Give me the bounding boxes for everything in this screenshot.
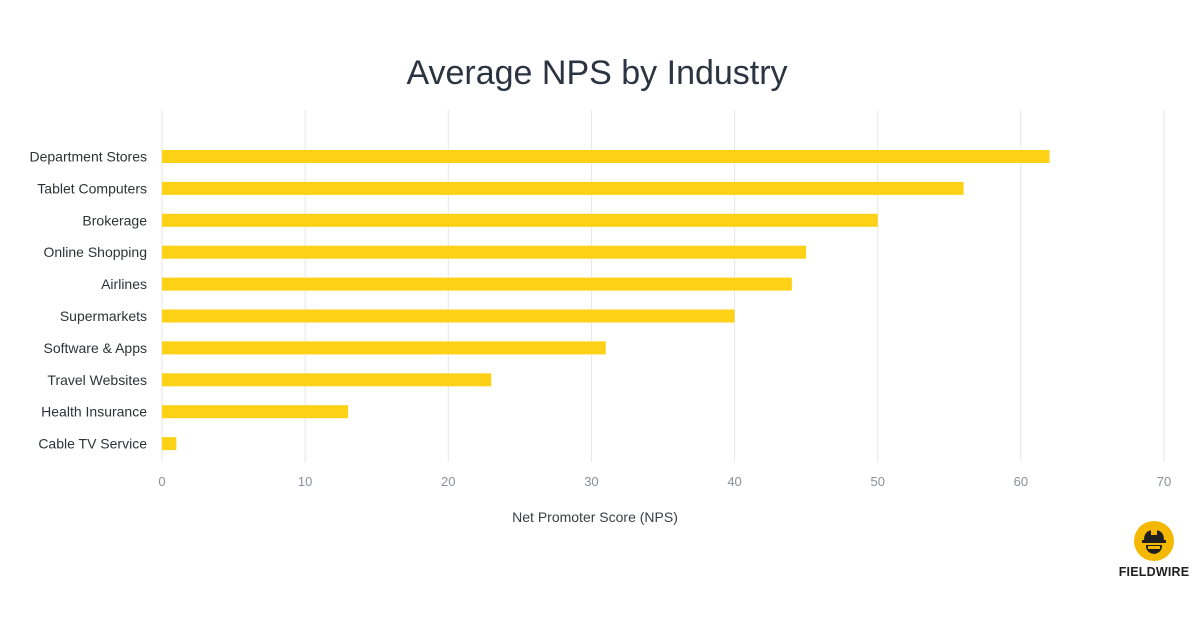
bar (162, 341, 606, 355)
x-tick-label: 30 (584, 474, 598, 489)
bar (162, 309, 735, 323)
category-label: Online Shopping (43, 244, 147, 260)
x-axis-label: Net Promoter Score (NPS) (512, 509, 678, 525)
x-tick-label: 40 (727, 474, 741, 489)
hardhat-worker-icon (1134, 521, 1174, 561)
bar (162, 373, 492, 387)
bar (162, 405, 349, 419)
category-label: Airlines (101, 276, 147, 292)
bar (162, 181, 964, 195)
category-label: Health Insurance (41, 404, 147, 420)
x-tick-label: 0 (158, 474, 165, 489)
category-label: Cable TV Service (38, 436, 147, 452)
x-tick-label: 70 (1157, 474, 1171, 489)
logo-text: FIELDWIRE (1118, 565, 1190, 579)
category-label: Travel Websites (47, 372, 147, 388)
category-label: Department Stores (30, 149, 148, 165)
bars (162, 150, 1050, 451)
bar (162, 150, 1050, 163)
x-tick-label: 20 (441, 474, 455, 489)
bar-chart: Department Stores Tablet Computers Brokera… (30, 110, 1171, 489)
category-label: Supermarkets (60, 308, 147, 324)
bar (162, 277, 792, 291)
category-label: Software & Apps (43, 340, 147, 356)
category-label: Brokerage (82, 212, 147, 228)
fieldwire-logo: FIELDWIRE (1114, 518, 1194, 580)
x-tick-labels: 0 10 20 30 40 50 60 70 (158, 474, 1171, 489)
bar (162, 213, 878, 227)
category-label: Tablet Computers (37, 180, 147, 196)
chart-title: Average NPS by Industry (406, 54, 788, 92)
x-tick-label: 50 (870, 474, 884, 489)
bar (162, 245, 807, 259)
bar (162, 437, 177, 451)
x-tick-label: 10 (298, 474, 312, 489)
category-labels: Department Stores Tablet Computers Brokera… (30, 149, 148, 452)
x-tick-label: 60 (1014, 474, 1028, 489)
